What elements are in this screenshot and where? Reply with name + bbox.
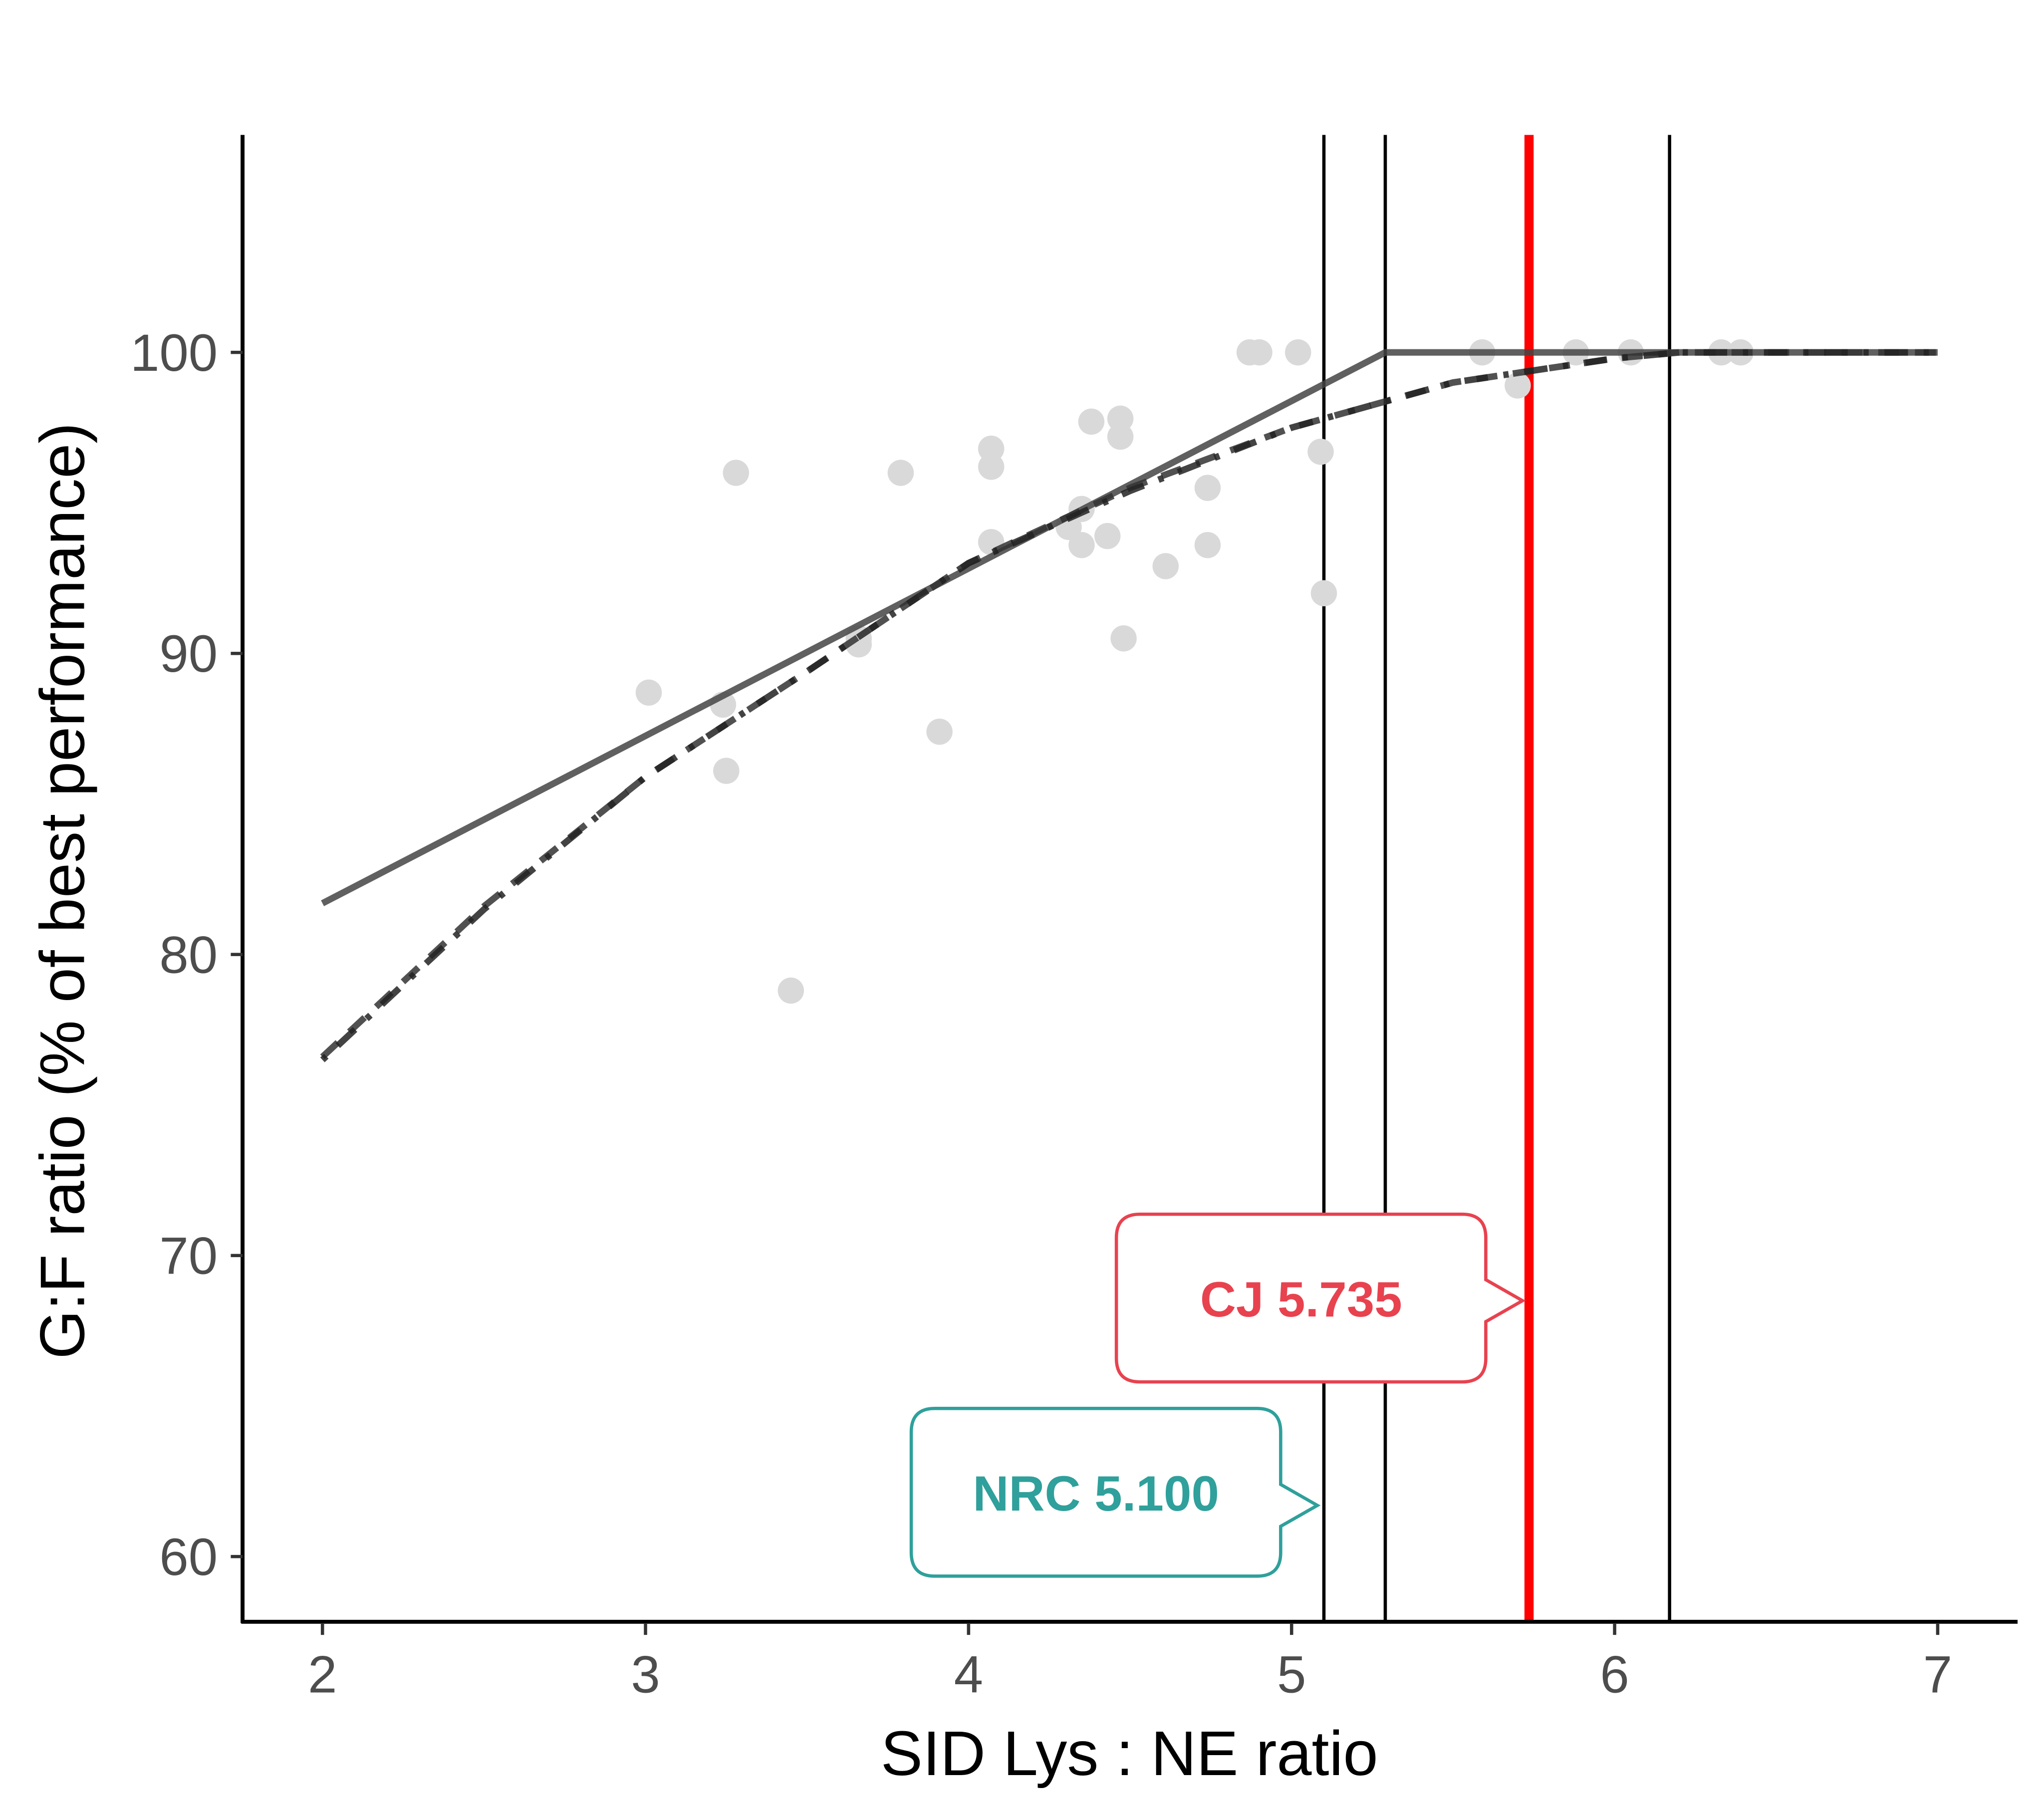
data-point	[978, 435, 1005, 462]
y-tick-label: 80	[159, 926, 218, 984]
data-point	[1194, 531, 1221, 558]
data-point	[1310, 580, 1337, 606]
fit-line-solid	[321, 349, 1938, 906]
x-tick-label: 3	[631, 1646, 660, 1704]
ticks: 2 3 4 5 6 7 60 70 80 90 100	[130, 324, 1952, 1704]
annotation-label: CJ 5.735	[1200, 1272, 1402, 1327]
data-points	[635, 339, 1754, 1004]
x-tick-label: 7	[1923, 1646, 1952, 1704]
x-tick-label: 2	[308, 1646, 337, 1704]
data-point	[723, 460, 750, 486]
x-tick-label: 5	[1277, 1646, 1306, 1704]
y-tick-label: 100	[130, 324, 218, 382]
y-axis-label: G:F ratio (% of best performance)	[27, 423, 97, 1359]
data-point	[1505, 372, 1531, 399]
data-point	[1107, 405, 1134, 432]
fit-line-dashed	[320, 349, 1938, 1059]
data-point	[1110, 625, 1137, 652]
annotation-callout	[1114, 1212, 1526, 1384]
annotation-callout	[909, 1407, 1321, 1578]
data-point	[978, 454, 1005, 480]
data-point	[1152, 553, 1179, 579]
data-point	[1194, 475, 1221, 501]
fit-line-dotdash	[320, 349, 1938, 1062]
data-point	[1246, 339, 1273, 366]
data-point	[1094, 522, 1121, 549]
data-point	[713, 758, 740, 784]
x-tick-label: 6	[1600, 1646, 1629, 1704]
data-point	[1107, 423, 1134, 450]
data-point	[926, 718, 953, 745]
y-tick-label: 60	[159, 1528, 218, 1586]
data-point	[1078, 408, 1105, 435]
fit-lines	[320, 349, 1938, 1062]
data-point	[887, 460, 914, 486]
y-tick-label: 90	[159, 625, 218, 683]
data-point	[1307, 438, 1334, 465]
data-point	[1284, 339, 1311, 366]
x-tick-label: 4	[954, 1646, 983, 1704]
annotation-label: NRC 5.100	[973, 1466, 1219, 1522]
data-point	[1068, 531, 1095, 558]
data-point	[635, 679, 662, 706]
x-axis-label: SID Lys : NE ratio	[881, 1718, 1378, 1789]
y-tick-label: 70	[159, 1227, 218, 1286]
data-point	[777, 977, 804, 1004]
annotations: CJ 5.735 NRC 5.100	[909, 1212, 1526, 1578]
